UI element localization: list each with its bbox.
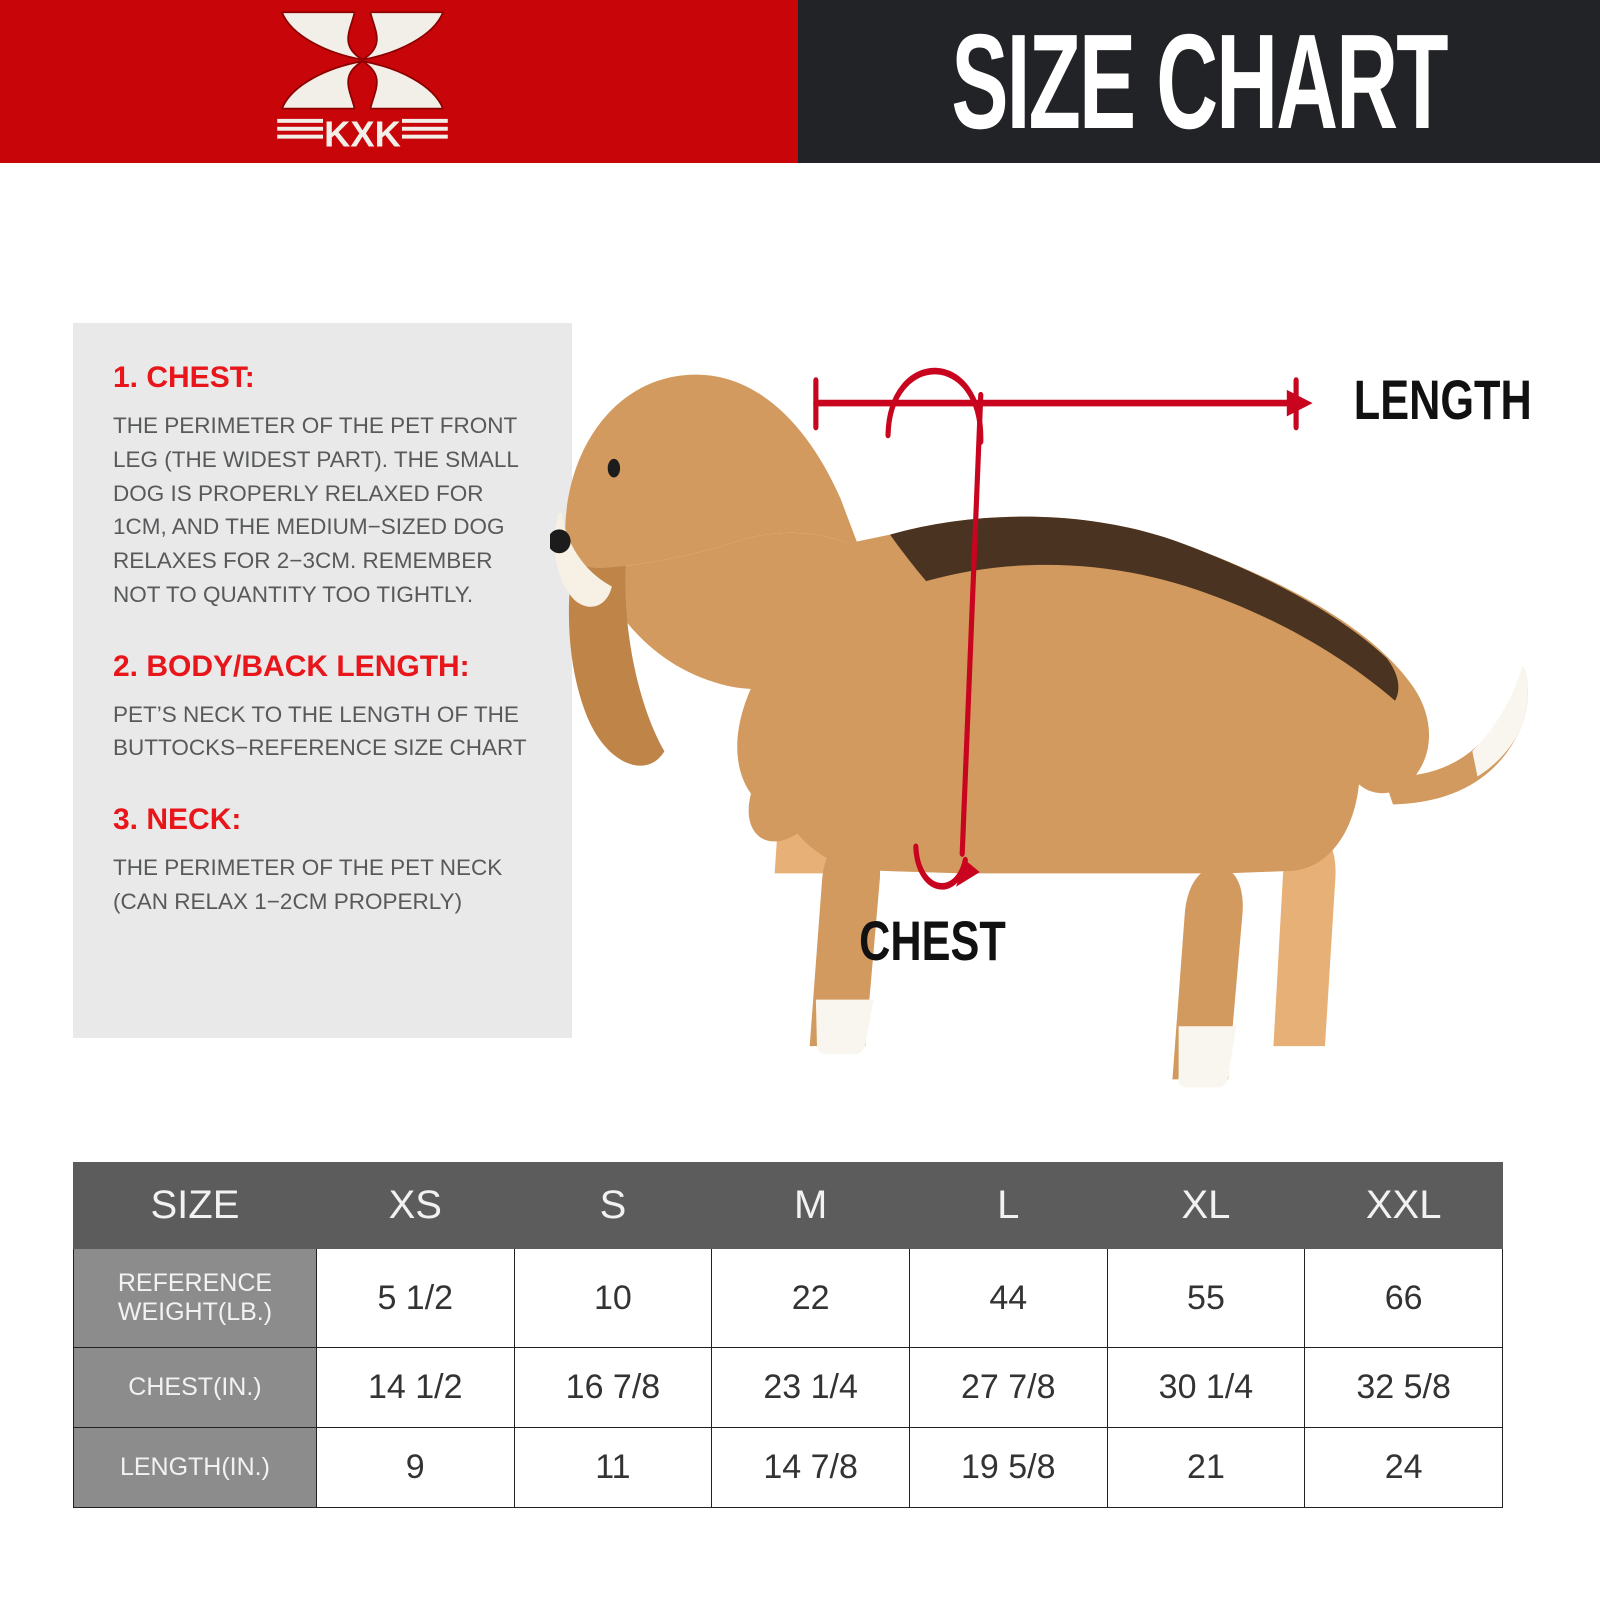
svg-text:CHEST: CHEST <box>859 910 1006 973</box>
svg-text:LENGTH: LENGTH <box>1354 369 1529 432</box>
svg-text:KXK: KXK <box>324 114 401 155</box>
